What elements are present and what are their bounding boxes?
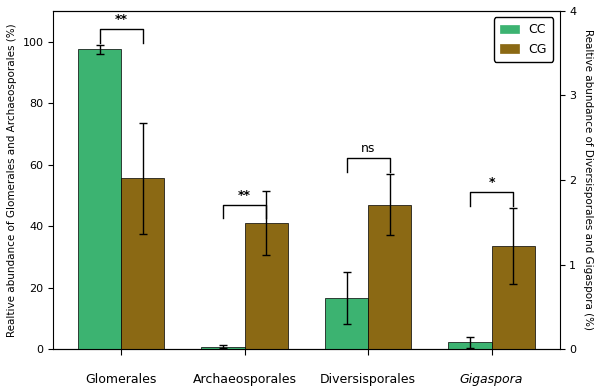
Text: Gigaspora: Gigaspora (460, 373, 523, 386)
Bar (448, 342, 491, 349)
Bar (121, 179, 164, 349)
Y-axis label: Realtive abundance of Glomerales and Archaeosporales (%): Realtive abundance of Glomerales and Arc… (7, 23, 17, 337)
Text: Glomerales: Glomerales (85, 373, 157, 386)
Text: ns: ns (361, 142, 376, 155)
Bar (202, 347, 245, 349)
Bar (78, 50, 121, 349)
Bar (491, 246, 535, 349)
Legend: CC, CG: CC, CG (494, 17, 553, 62)
Text: Archaeosporales: Archaeosporales (193, 373, 296, 386)
Text: Diversisporales: Diversisporales (320, 373, 416, 386)
Text: **: ** (238, 188, 251, 202)
Text: **: ** (115, 13, 128, 26)
Bar (368, 205, 412, 349)
Text: *: * (488, 176, 495, 189)
Bar (245, 223, 288, 349)
Y-axis label: Realtive abundance of Diversisporales and Gigaspora (%): Realtive abundance of Diversisporales an… (583, 30, 593, 330)
Bar (325, 298, 368, 349)
